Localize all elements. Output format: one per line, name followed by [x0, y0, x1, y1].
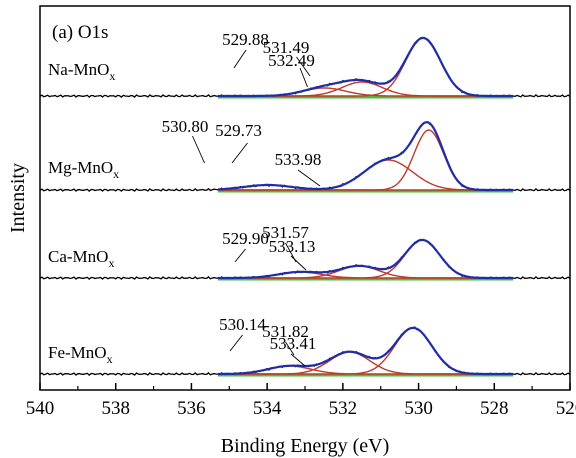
- x-axis: 540 538 536 534 532 530 528 526: [26, 383, 576, 419]
- peak-leader-line: [290, 353, 306, 367]
- sample-label: Ca-MnOx: [48, 247, 114, 270]
- peak-leader-line: [297, 169, 321, 187]
- peak-leader-line: [285, 341, 295, 356]
- sample-label: Mg-MnOx: [48, 158, 119, 181]
- peak-label: 529.73: [215, 121, 262, 140]
- x-tick-label: 530: [404, 398, 433, 419]
- peak-label: 533.98: [275, 150, 322, 169]
- peak-label: 533.13: [269, 237, 316, 256]
- peak-label: 531.82: [262, 322, 309, 341]
- x-tick-label: 532: [329, 398, 358, 419]
- panel-label: (a) O1s: [52, 22, 108, 43]
- peak-leader-line: [290, 255, 307, 271]
- fit-envelope: [217, 121, 514, 192]
- x-tick-label: 534: [253, 398, 282, 419]
- peak-leader-line: [192, 135, 205, 164]
- x-tick-label: 526: [556, 398, 576, 419]
- fit-envelope: [217, 238, 514, 280]
- peak-leader-line: [231, 142, 248, 164]
- sample-label: Fe-MnOx: [48, 343, 113, 366]
- peak-label: 529.90: [222, 229, 269, 248]
- peak-leader-line: [285, 242, 297, 263]
- peak-label: 531.57: [262, 223, 309, 242]
- peak-label: 531.49: [263, 38, 310, 57]
- peak-label: 530.80: [162, 117, 209, 136]
- x-tick-label: 538: [101, 398, 130, 419]
- fit-envelope: [217, 36, 514, 98]
- peak-leader-line: [299, 67, 308, 88]
- peak-label: 530.14: [219, 315, 266, 334]
- x-tick-label: 540: [26, 398, 55, 419]
- peak-leader-line: [234, 248, 246, 263]
- peak-label: 533.41: [270, 334, 317, 353]
- peak-leader-line: [233, 49, 247, 69]
- x-tick-label: 528: [480, 398, 509, 419]
- y-axis-label: Intensity: [7, 163, 29, 233]
- sample-label: Na-MnOx: [48, 60, 115, 83]
- peak-leader-line: [296, 56, 311, 77]
- x-tick-label: 536: [177, 398, 206, 419]
- peak-leader-line: [229, 334, 243, 352]
- x-axis-label: Binding Energy (eV): [221, 435, 390, 457]
- peak-label: 529.88: [222, 30, 269, 49]
- fit-envelope: [217, 326, 514, 376]
- peak-label: 532.49: [268, 51, 315, 70]
- component-peak: [217, 129, 514, 191]
